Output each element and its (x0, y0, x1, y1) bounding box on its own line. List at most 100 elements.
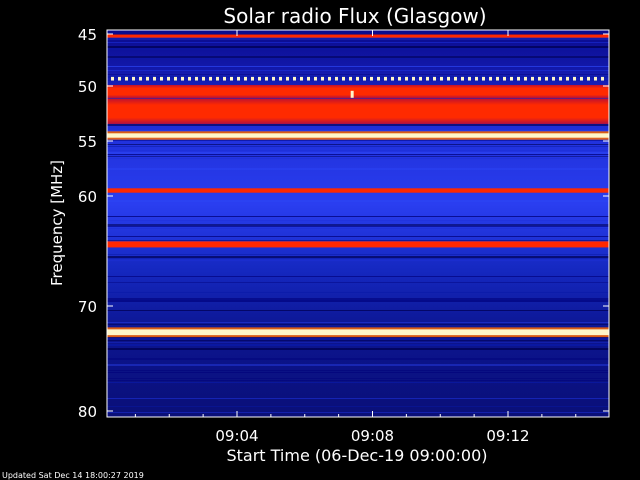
noise-row (107, 74, 609, 75)
noise-row (107, 324, 609, 325)
band-dash (356, 76, 359, 81)
band-dash (398, 76, 401, 81)
band-dash (293, 76, 296, 81)
band-dash (328, 76, 331, 81)
noise-row (107, 150, 609, 151)
frequency-band (107, 84, 609, 99)
band-dash (447, 76, 450, 81)
band-dash (510, 76, 513, 81)
noise-row (107, 168, 609, 170)
band-dash (146, 76, 149, 81)
noise-row (107, 340, 609, 341)
band-dash (251, 76, 254, 81)
noise-row (107, 228, 609, 229)
band-dash (517, 76, 520, 81)
noise-row (107, 56, 609, 58)
band-dash (405, 76, 408, 81)
noise-row (107, 372, 609, 373)
noise-row (107, 42, 609, 43)
noise-row (107, 344, 609, 346)
band-dash (125, 76, 128, 81)
noise-row (107, 216, 609, 217)
band-dash (461, 76, 464, 81)
noise-row (107, 38, 609, 40)
noise-row (107, 310, 609, 311)
noise-row (107, 322, 609, 323)
band-dash (475, 76, 478, 81)
band-dash (482, 76, 485, 81)
band-dash (594, 76, 597, 81)
noise-row (107, 144, 609, 145)
y-tick-label: 55 (78, 133, 97, 151)
band-dash (202, 76, 205, 81)
band-dash (223, 76, 226, 81)
y-tick-label: 60 (78, 188, 97, 206)
band-dash (181, 76, 184, 81)
band-dash (412, 76, 415, 81)
chart-title: Solar radio Flux (Glasgow) (223, 4, 486, 28)
band-dash (580, 76, 583, 81)
band-dash (111, 76, 114, 81)
band-dash (139, 76, 142, 81)
band-dash (426, 76, 429, 81)
noise-row (107, 256, 609, 258)
noise-row (107, 258, 609, 259)
noise-row (107, 158, 609, 159)
noise-row (107, 240, 609, 241)
band-dash (419, 76, 422, 81)
noise-row (107, 124, 609, 126)
band-dash (391, 76, 394, 81)
band-dash (440, 76, 443, 81)
band-dash (335, 76, 338, 81)
noise-row (107, 226, 609, 227)
band-dash (363, 76, 366, 81)
y-tick-label: 45 (78, 26, 97, 44)
band-dash (433, 76, 436, 81)
frequency-band (107, 241, 609, 248)
band-dash (167, 76, 170, 81)
noise-row (107, 58, 609, 59)
frequency-band (107, 188, 609, 193)
band-dash (230, 76, 233, 81)
y-tick-label: 50 (78, 78, 97, 96)
band-dash (503, 76, 506, 81)
band-dash (573, 76, 576, 81)
noise-row (107, 220, 609, 221)
band-dash (216, 76, 219, 81)
band-dash (370, 76, 373, 81)
frequency-band (107, 34, 609, 38)
noise-row (107, 298, 609, 300)
noise-row (107, 236, 609, 237)
band-dash (587, 76, 590, 81)
band-dash (160, 76, 163, 81)
noise-row (107, 282, 609, 283)
band-dash (132, 76, 135, 81)
noise-row (107, 406, 609, 407)
noise-row (107, 48, 609, 50)
noise-row (107, 348, 609, 350)
frequency-band (107, 133, 609, 138)
noise-row (107, 364, 609, 366)
band-dash (195, 76, 198, 81)
burst-mark (350, 90, 354, 98)
noise-row (107, 276, 609, 277)
band-dash (384, 76, 387, 81)
noise-row (107, 292, 609, 293)
band-dash (209, 76, 212, 81)
band-dash (524, 76, 527, 81)
noise-row (107, 130, 609, 131)
noise-row (107, 66, 609, 67)
noise-row (107, 342, 609, 343)
band-dash (377, 76, 380, 81)
noise-row (107, 140, 609, 141)
band-dash (454, 76, 457, 81)
noise-row (107, 154, 609, 155)
frequency-band (107, 98, 609, 124)
band-dash (342, 76, 345, 81)
noise-row (107, 46, 609, 48)
band-dash (538, 76, 541, 81)
noise-row (107, 398, 609, 399)
band-dash (265, 76, 268, 81)
noise-row (107, 338, 609, 340)
